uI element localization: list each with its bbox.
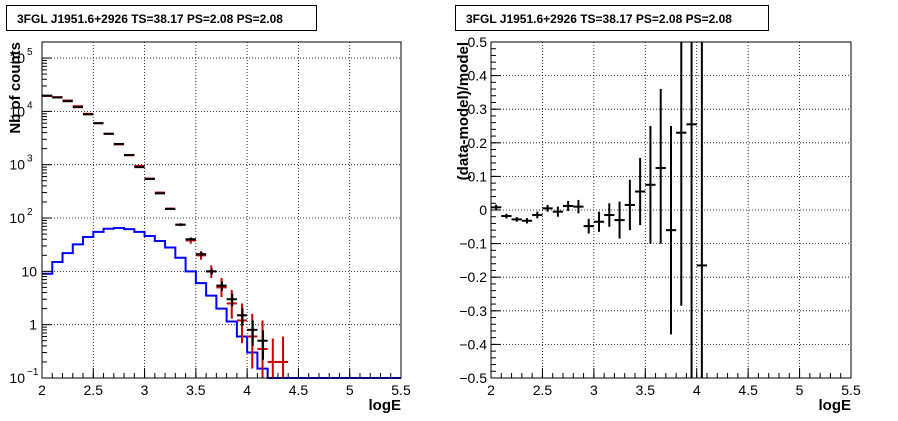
y-tick-base: 10 — [9, 103, 25, 119]
x-tick-label: 2.5 — [533, 382, 553, 398]
y-tick-label: 0.3 — [468, 101, 488, 117]
x-axis-title: logE — [369, 397, 402, 414]
residuals-chart: 2 2.5 3 3.5 4 4.5 5 5.5 0.5 0.4 0.3 0.2 0.1 0 −0.1 −0.2… — [455, 34, 861, 414]
y-tick-label: 10 5 — [9, 47, 33, 66]
y-tick-base: 10 — [9, 157, 25, 173]
y-tick-label: 0.5 — [468, 34, 488, 50]
y-tick-exponent: −1 — [27, 367, 39, 378]
x-tick-label: 5 — [346, 382, 354, 398]
y-axis-title: (data-model)/model — [455, 42, 472, 180]
y-tick-label: 10 3 — [9, 154, 33, 173]
plot-area — [42, 42, 401, 378]
y-tick-base: 10 — [9, 50, 25, 66]
y-tick-base: 10 — [9, 370, 25, 386]
y-tick-label: 10 2 — [9, 207, 33, 226]
counts-spectrum-panel: 2 2.5 3 3.5 4 4.5 5 5.5 10 −1 1 10 10 2 10 3 10 4 10 5 logE N… — [6, 5, 411, 414]
y-tick-label: −0.2 — [459, 269, 487, 285]
x-tick-label: 4 — [243, 382, 251, 398]
y-tick-label: 10 4 — [9, 100, 33, 119]
y-tick-base: 10 — [9, 210, 25, 226]
x-axis-title: logE — [819, 397, 852, 414]
x-tick-label: 4.5 — [738, 382, 758, 398]
x-tick-label: 3 — [590, 382, 598, 398]
y-tick-label: 0.4 — [468, 68, 488, 84]
y-tick-label: 0 — [479, 202, 487, 218]
y-tick-label: −0.5 — [459, 370, 487, 386]
x-tick-label: 5 — [796, 382, 804, 398]
y-tick-exponent: 5 — [27, 47, 33, 58]
y-tick-exponent: 4 — [27, 100, 33, 111]
x-tick-label: 2 — [38, 382, 46, 398]
y-tick-base: 1 — [29, 317, 37, 333]
x-tick-label: 3.5 — [636, 382, 656, 398]
x-tick-label: 5.5 — [391, 382, 411, 398]
y-tick-label: 0.2 — [468, 135, 488, 151]
x-tick-label: 2 — [487, 382, 495, 398]
x-tick-label: 4.5 — [289, 382, 309, 398]
y-tick-label: 10 −1 — [9, 367, 38, 386]
residuals-chart-title: 3FGL J1951.6+2926 TS=38.17 PS=2.08 PS=2.… — [455, 5, 769, 31]
residuals-panel: 2 2.5 3 3.5 4 4.5 5 5.5 0.5 0.4 0.3 0.2 0.1 0 −0.1 −0.2… — [449, 0, 898, 421]
y-tick-label: 10 — [21, 263, 37, 279]
plot-frame — [41, 41, 402, 379]
y-tick-label: −0.1 — [459, 236, 487, 252]
x-tick-label: 3 — [141, 382, 149, 398]
y-tick-base: 10 — [21, 263, 37, 279]
y-tick-label: 1 — [29, 317, 37, 333]
y-axis-title: Nb of counts — [7, 42, 24, 134]
y-tick-label: 0.1 — [468, 168, 488, 184]
y-tick-exponent: 3 — [27, 154, 33, 165]
x-tick-label: 4 — [693, 382, 701, 398]
y-tick-label: −0.3 — [459, 303, 487, 319]
y-tick-label: −0.4 — [459, 336, 487, 352]
x-tick-label: 2.5 — [84, 382, 104, 398]
x-tick-label: 5.5 — [841, 382, 861, 398]
y-tick-exponent: 2 — [27, 207, 33, 218]
counts-chart-title: 3FGL J1951.6+2926 TS=38.17 PS=2.08 PS=2.… — [6, 5, 317, 31]
x-tick-label: 3.5 — [186, 382, 206, 398]
